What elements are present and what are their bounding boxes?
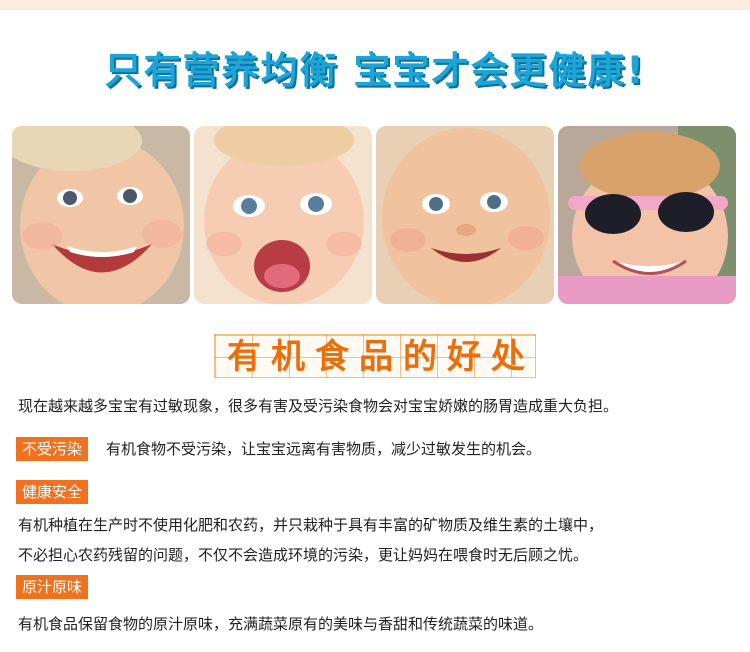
section-title: 有机食品的好处	[0, 334, 750, 378]
benefit-1-text: 有机食物不受污染，让宝宝远离有害物质，减少过敏发生的机会。	[106, 440, 542, 458]
tag-original-flavor: 原汁原味	[16, 575, 89, 599]
section-title-char: 有	[227, 337, 267, 377]
section-title-char: 好	[447, 337, 487, 377]
tag-healthy-safe: 健康安全	[16, 480, 89, 504]
baby-photo-3	[376, 126, 554, 304]
baby-photo-4	[558, 126, 736, 304]
intro-text: 现在越来越多宝宝有过敏现象，很多有害及受污染食物会对宝宝娇嫩的肠胃造成重大负担。	[18, 397, 619, 415]
benefit-2-text-line-1: 有机种植在生产时不使用化肥和农药，并只栽种于具有丰富的矿物质及维生素的土壤中，	[18, 516, 604, 534]
baby-photo-strip	[12, 126, 740, 304]
benefit-2-text-line-2: 不必担心农药残留的问题，不仅不会造成环境的污染，更让妈妈在喂食时无后顾之忧。	[18, 546, 589, 564]
top-band	[0, 0, 750, 10]
baby-photo-2	[194, 126, 372, 304]
section-title-char: 的	[403, 337, 443, 377]
headline: 只有营养均衡 宝宝才会更健康!	[104, 49, 646, 92]
section-title-text: 有机食品的好处	[219, 335, 531, 377]
section-title-char: 处	[491, 337, 531, 377]
section-title-char: 机	[271, 337, 311, 377]
baby-photo-1	[12, 126, 190, 304]
section-title-char: 品	[359, 337, 399, 377]
benefit-3-text: 有机食品保留食物的原汁原味，充满蔬菜原有的美味与香甜和传统蔬菜的味道。	[18, 615, 544, 633]
section-title-char: 食	[315, 337, 355, 377]
section-title-grid: 有机食品的好处	[214, 334, 536, 378]
tag-pollution-free: 不受污染	[16, 437, 89, 461]
